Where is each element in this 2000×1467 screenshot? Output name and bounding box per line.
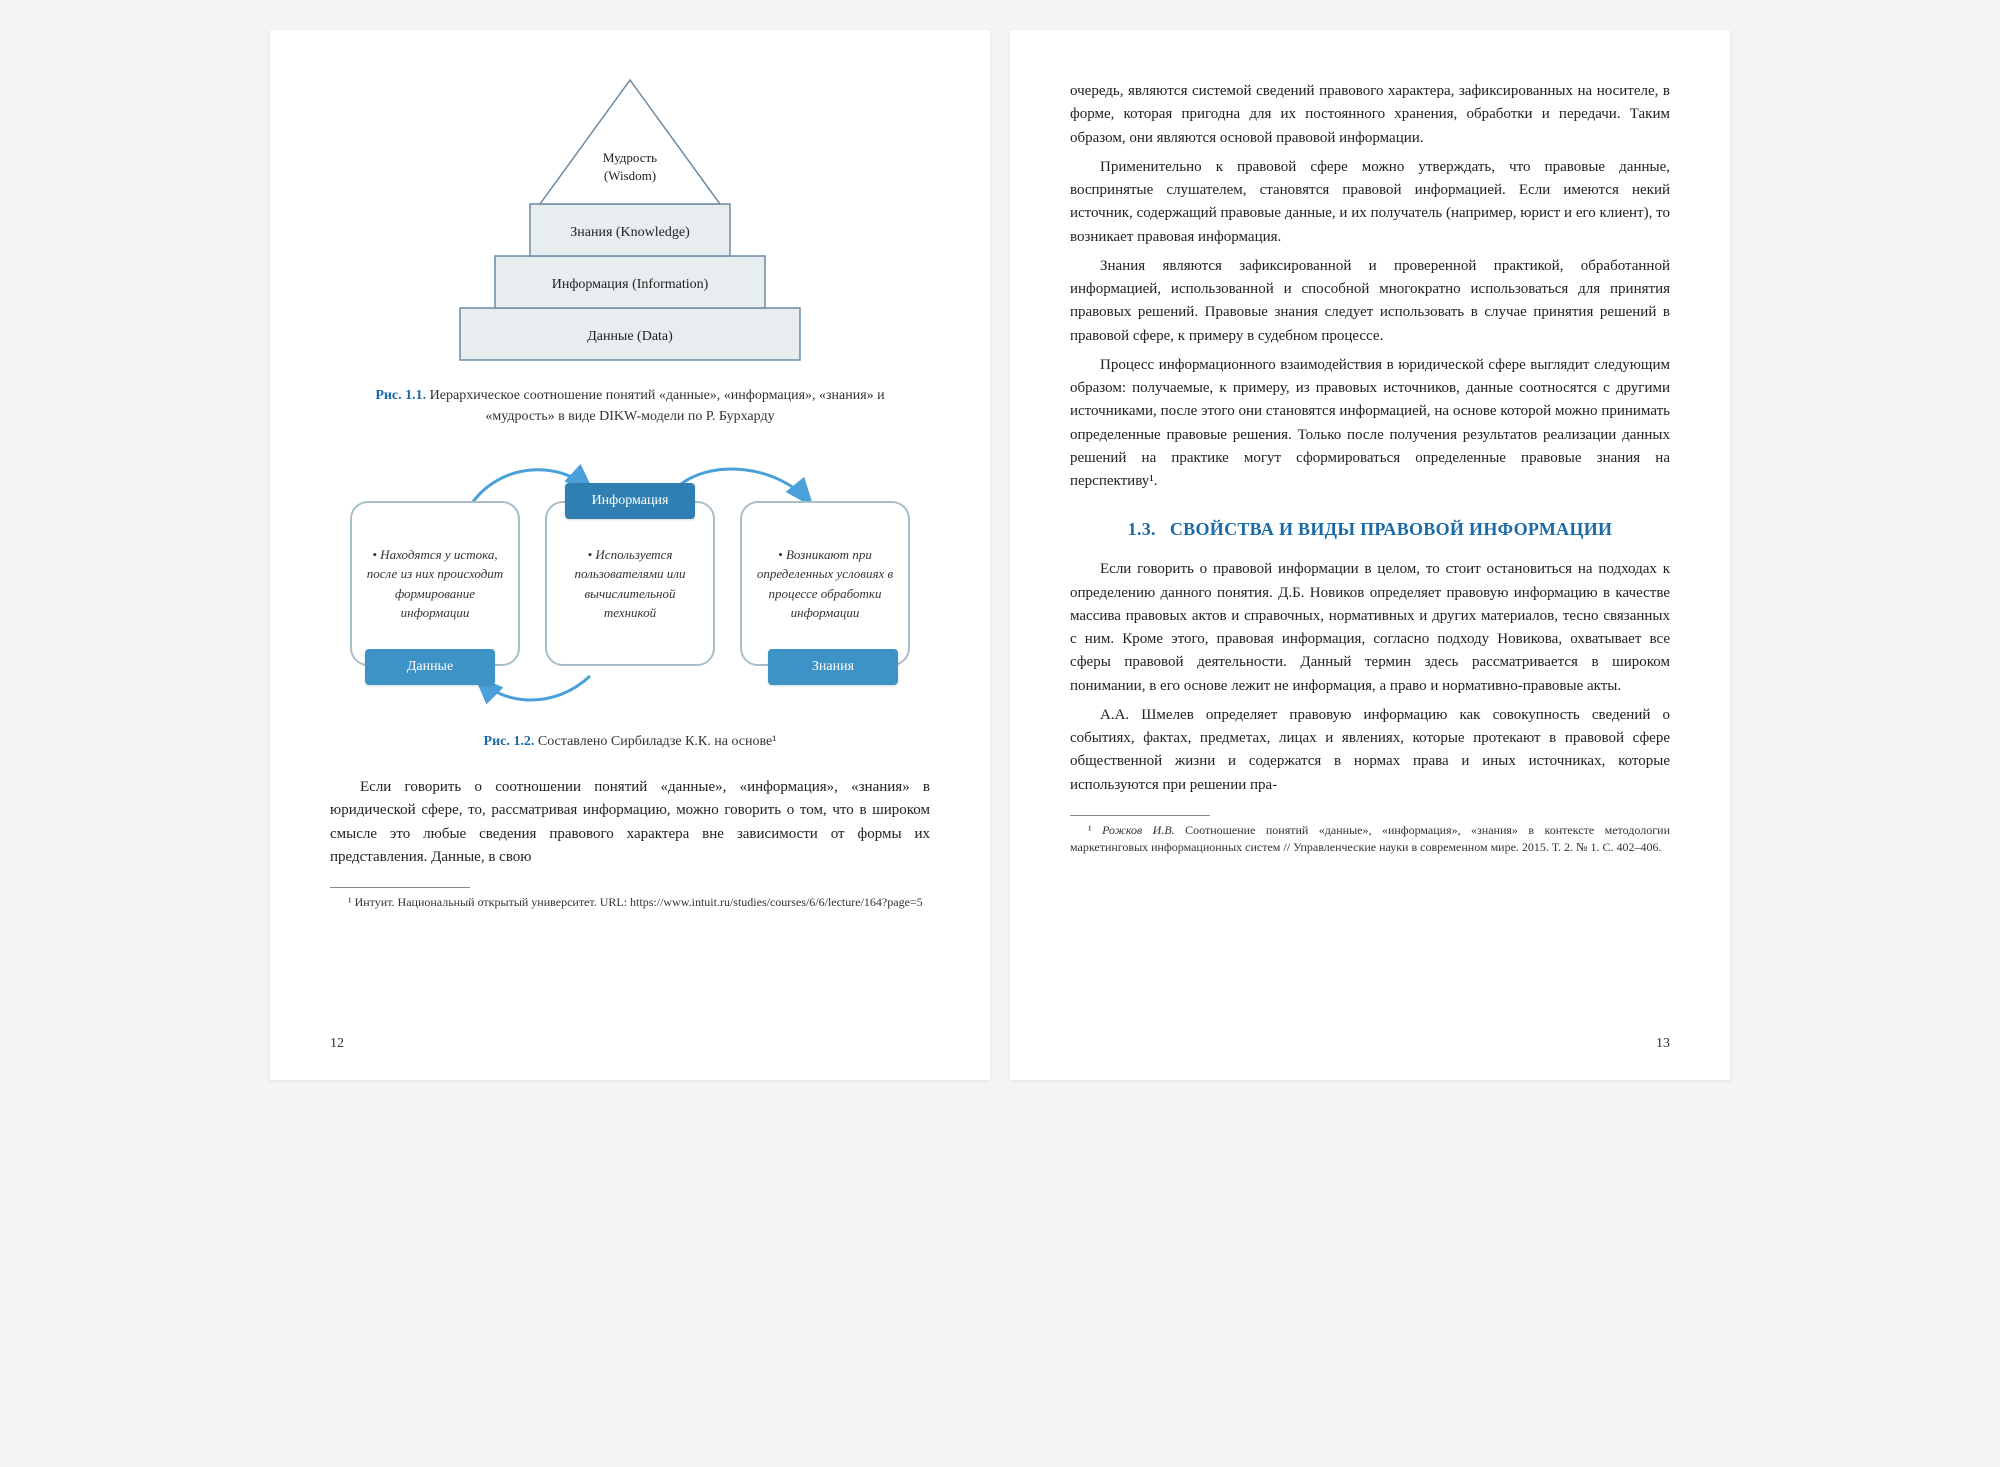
section-number: 1.3. [1128, 519, 1156, 539]
page-number-right: 13 [1656, 1036, 1670, 1052]
fig-1-1-label: Рис. 1.1. [375, 388, 426, 403]
right-para-3: Процесс информационного взаимодействия в… [1070, 354, 1670, 494]
left-paragraph: Если говорить о соотношении понятий «дан… [330, 776, 930, 869]
dikw-pyramid: Данные (Data) Информация (Infоrmation) З… [330, 70, 930, 375]
flow-node-data-text: • Находятся у истока, после из них проис… [362, 545, 508, 623]
section-heading: 1.3. СВОЙСТВА И ВИДЫ ПРАВОВОЙ ИНФОРМАЦИИ [1070, 519, 1670, 540]
right-para-after-0: Если говорить о правовой информации в це… [1070, 558, 1670, 698]
flow-tag-info: Информация [565, 483, 695, 519]
pyramid-level-0b: (Wisdom) [604, 168, 656, 183]
pyramid-level-2: Информация (Infоrmation) [552, 277, 709, 292]
fig-1-2-text: Составлено Сирбиладзе К.К. на основе¹ [534, 734, 776, 749]
left-footnote: ¹ Интуит. Национальный открытый универси… [330, 894, 930, 911]
right-footnote-author: Рожков И.В. [1102, 823, 1175, 837]
page-number-left: 12 [330, 1036, 344, 1052]
page-right: очередь, являются системой сведений прав… [1010, 30, 1730, 1080]
flow-tag-data: Данные [365, 649, 495, 685]
pyramid-level-0a: Мудрость [603, 150, 657, 165]
right-para-2: Знания являются зафиксированной и провер… [1070, 255, 1670, 348]
flow-node-know-text: • Возникают при определенных условиях в … [752, 545, 898, 623]
pyramid-level-1: Знания (Knowledge) [570, 225, 690, 240]
footnote-rule-right [1070, 815, 1210, 816]
pyramid-svg: Данные (Data) Информация (Infоrmation) З… [420, 70, 840, 370]
flow-node-info: • Используется пользователями или вычисл… [545, 501, 715, 666]
flow-diagram: • Находятся у истока, после из них проис… [350, 451, 910, 721]
figure-1-2-caption: Рис. 1.2. Составлено Сирбиладзе К.К. на … [360, 731, 900, 752]
footnote-rule-left [330, 887, 470, 888]
fig-1-1-text: Иерархическое соотношение понятий «данны… [426, 388, 885, 424]
flow-tag-know: Знания [768, 649, 898, 685]
page-left: Данные (Data) Информация (Infоrmation) З… [270, 30, 990, 1080]
right-para-0: очередь, являются системой сведений прав… [1070, 80, 1670, 150]
page-spread: Данные (Data) Информация (Infоrmation) З… [240, 0, 1760, 1110]
flow-node-know: • Возникают при определенных условиях в … [740, 501, 910, 666]
right-para-1: Применительно к правовой сфере можно утв… [1070, 156, 1670, 249]
figure-1-1-caption: Рис. 1.1. Иерархическое соотношение поня… [360, 385, 900, 427]
section-title: СВОЙСТВА И ВИДЫ ПРАВОВОЙ ИНФОРМАЦИИ [1170, 519, 1612, 539]
fig-1-2-label: Рис. 1.2. [484, 734, 535, 749]
flow-node-data: • Находятся у истока, после из них проис… [350, 501, 520, 666]
pyramid-level-3: Данные (Data) [587, 329, 673, 344]
flow-node-info-text: • Используется пользователями или вычисл… [557, 545, 703, 623]
right-para-after-1: А.А. Шмелев определяет правовую информац… [1070, 704, 1670, 797]
right-footnote: ¹ Рожков И.В. Соотношение понятий «данны… [1070, 822, 1670, 856]
